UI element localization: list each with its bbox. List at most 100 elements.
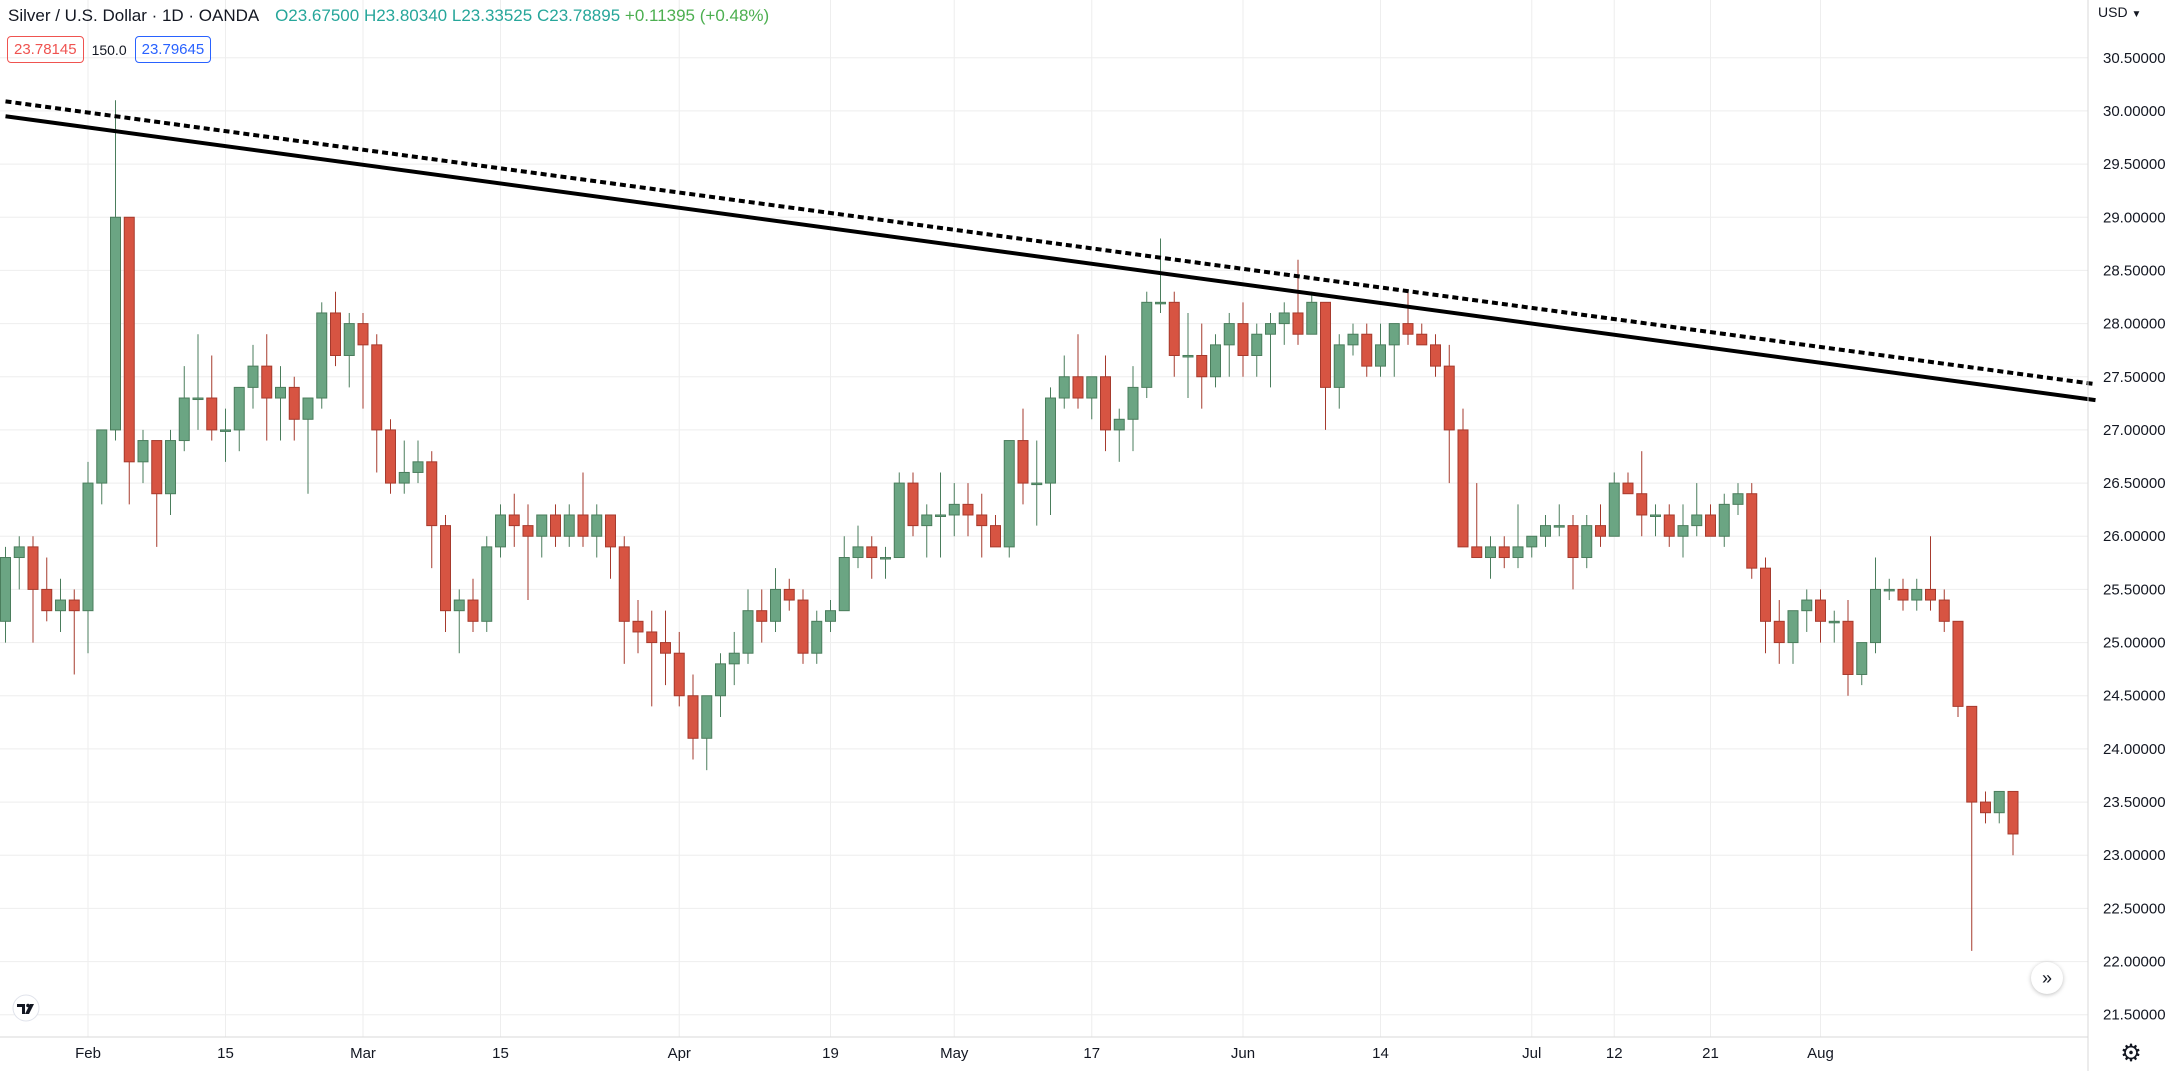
candle-body-down [1498, 546, 1510, 559]
price-tick-label: 25.50000 [2103, 581, 2166, 598]
time-axis[interactable]: Feb 15 Mar 15 Apr 19 May 17 Jun 14 Jul 12 21 Aug [75, 1045, 1834, 1062]
candle-body-down [1457, 429, 1469, 548]
candle [1540, 514, 1551, 547]
candle-body-down [783, 588, 795, 601]
candle [357, 312, 369, 409]
candle-body-up [1911, 588, 1923, 601]
candle [1168, 291, 1180, 377]
sell-price-button[interactable]: 23.78145 [7, 36, 84, 63]
price-axis[interactable]: 21.50000 22.00000 22.50000 23.00000 23.50000… [2103, 50, 2166, 1024]
candle-body-up [563, 514, 575, 537]
candle-body-down [1952, 620, 1964, 707]
time-tick-label: 19 [822, 1045, 839, 1062]
candle [1292, 259, 1304, 345]
candle [13, 536, 25, 590]
candle [618, 536, 630, 664]
candle [220, 408, 231, 462]
candle-body-down [27, 546, 39, 590]
candle [233, 386, 245, 452]
candle [1113, 408, 1125, 462]
candle-body-up [1333, 344, 1345, 388]
tradingview-logo-icon[interactable] [8, 994, 44, 1022]
candle [715, 653, 726, 718]
candle [1581, 514, 1593, 569]
candle [550, 504, 561, 547]
candle-body-down [1100, 376, 1111, 431]
candle-body-down [426, 461, 438, 527]
candle-body-down [687, 695, 699, 739]
candle-body-down [866, 546, 878, 559]
candle-body-down [1925, 588, 1936, 601]
candle-body-up [1388, 323, 1400, 346]
time-tick-label: 15 [217, 1045, 234, 1062]
candle-body-down [990, 525, 1001, 548]
candle [1430, 334, 1441, 377]
candle [1691, 483, 1703, 537]
candle [811, 610, 823, 664]
candle-body-down [261, 365, 273, 399]
candle-body-up [178, 397, 190, 442]
candle-body-down [467, 599, 479, 622]
candle [1031, 440, 1043, 526]
price-tick-label: 25.00000 [2103, 635, 2166, 652]
candle [1333, 334, 1345, 409]
candle [1485, 536, 1496, 579]
candle-body-down [357, 323, 369, 346]
candle-body-up [1031, 482, 1043, 486]
candle-body-up [1883, 588, 1895, 592]
candle [1980, 791, 1991, 824]
candle [880, 546, 891, 579]
candle [536, 514, 548, 558]
price-tick-label: 24.50000 [2103, 688, 2166, 705]
candle-body-up [343, 323, 355, 356]
time-tick-label: May [940, 1045, 969, 1062]
candle-body-down [151, 440, 163, 495]
candle-body-up [880, 557, 891, 560]
candle [1746, 483, 1758, 579]
trendlines[interactable] [5, 99, 2096, 403]
currency-label: USD [2098, 4, 2128, 20]
candle [481, 536, 493, 632]
candle [1347, 323, 1359, 356]
dotted-trendline[interactable] [5, 99, 2096, 387]
candle [1223, 312, 1235, 377]
price-tick-label: 22.50000 [2103, 900, 2166, 917]
candle-body-up [1086, 376, 1098, 399]
currency-menu[interactable]: USD ▼ [2098, 4, 2141, 20]
symbol-title[interactable]: Silver / U.S. Dollar · 1D · OANDA [8, 6, 259, 25]
settings-button[interactable]: ⚙ [2116, 1038, 2146, 1068]
candle [1210, 334, 1221, 388]
candle-body-down [797, 599, 809, 654]
candle-body-up [1058, 376, 1070, 399]
price-tick-label: 21.50000 [2103, 1007, 2166, 1024]
candle [990, 514, 1001, 548]
candle-body-up [1801, 599, 1813, 612]
candle-body-up [701, 695, 713, 739]
candle-body-down [1567, 525, 1579, 559]
candle-body-down [1168, 301, 1180, 356]
scroll-to-realtime-button[interactable]: » [2031, 962, 2063, 994]
candle [701, 695, 713, 771]
candle [1058, 355, 1070, 409]
candle [673, 631, 685, 707]
candle-body-up [165, 440, 176, 495]
candle [110, 100, 121, 441]
candle-body-up [1581, 525, 1593, 559]
price-tick-label: 27.50000 [2103, 369, 2166, 386]
candle [1553, 504, 1565, 537]
candle [275, 366, 286, 441]
buy-price-button[interactable]: 23.79645 [134, 36, 212, 63]
candle-body-down [907, 482, 919, 527]
solid-trendline[interactable] [5, 114, 2096, 403]
candle-body-down [756, 610, 768, 622]
candle [1993, 790, 2005, 824]
candle-body-down [123, 216, 135, 463]
candle-body-down [2007, 790, 2019, 835]
time-tick-label: Aug [1807, 1045, 1834, 1062]
candle-body-up [1485, 546, 1496, 559]
candle [907, 472, 919, 537]
candle-body-down [1760, 567, 1771, 622]
candle-body-down [1663, 514, 1675, 537]
gear-icon: ⚙ [2120, 1039, 2142, 1067]
